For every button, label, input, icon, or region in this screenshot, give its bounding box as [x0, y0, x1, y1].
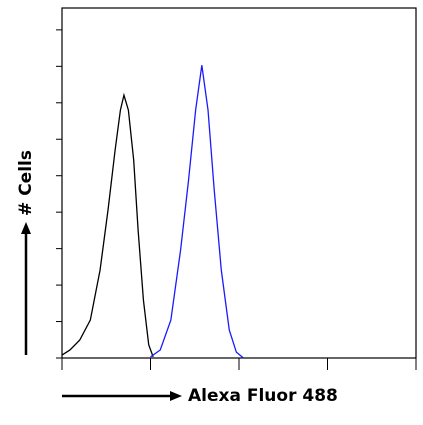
x-arrowhead — [170, 391, 182, 401]
x-axis-label: Alexa Fluor 488 — [188, 386, 338, 406]
y-arrowhead — [21, 222, 31, 234]
histogram-line — [61, 92, 154, 358]
y-axis-label: # Cells — [16, 150, 36, 216]
histogram-line — [150, 65, 244, 359]
plot-frame — [61, 7, 417, 359]
